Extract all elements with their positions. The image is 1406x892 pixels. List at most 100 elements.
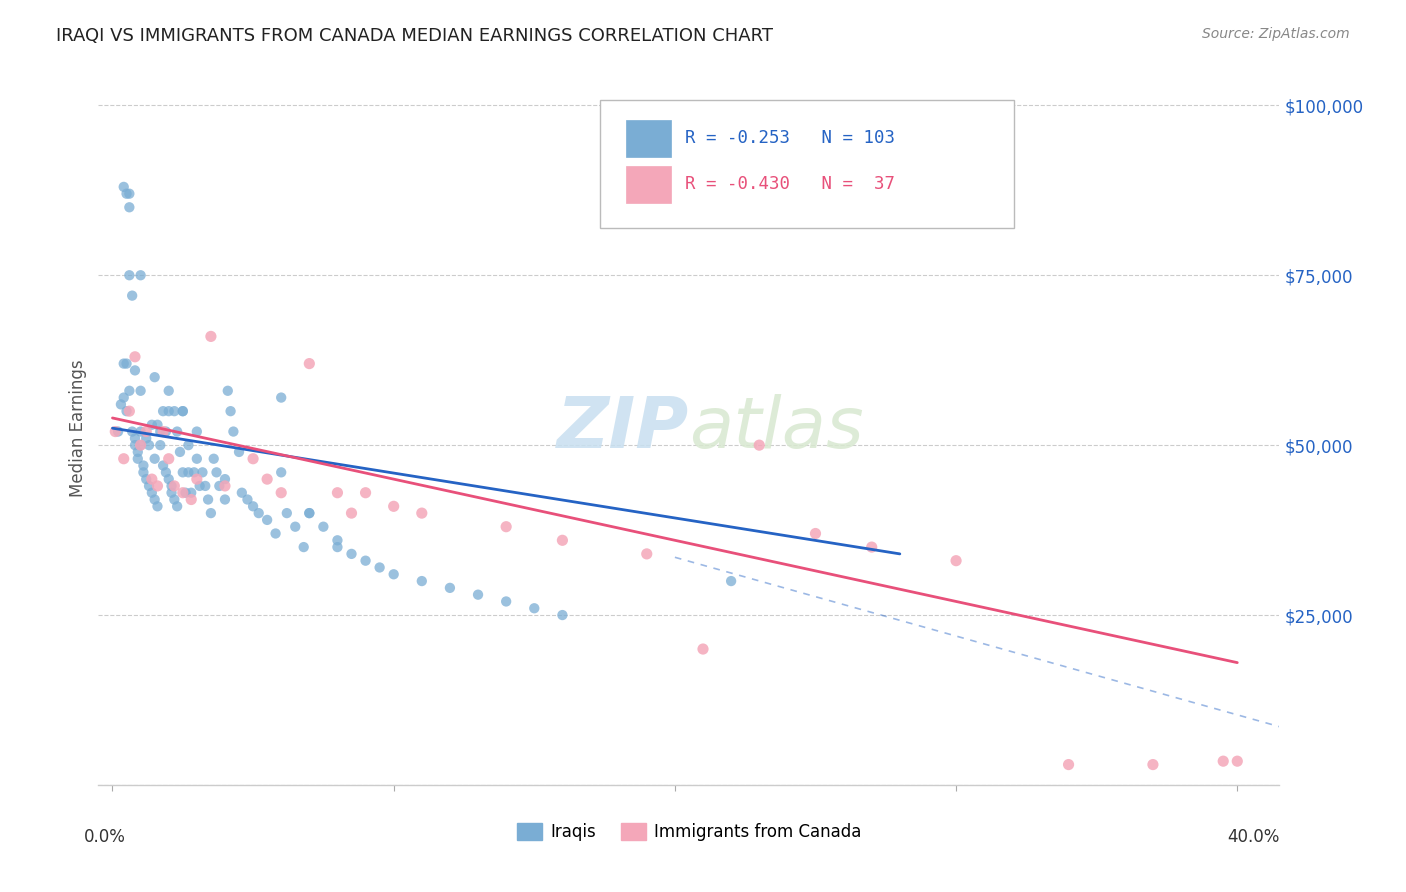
Point (163, 492, 186, 507)
Point (411, 574, 433, 588)
Point (152, 458, 174, 473)
Point (143, 492, 166, 507)
Point (200, 506, 222, 520)
Point (256, 513, 278, 527)
Text: R = -0.253   N = 103: R = -0.253 N = 103 (685, 128, 896, 146)
Point (382, 567, 405, 582)
Point (135, 431, 157, 445)
Point (177, 466, 200, 480)
Point (298, 506, 321, 520)
Point (188, 479, 211, 493)
Point (135, 425, 157, 439)
Point (945, 554, 967, 568)
Point (186, 472, 208, 486)
Point (115, 357, 138, 371)
Point (368, 560, 391, 574)
Point (169, 445, 191, 459)
Point (1057, 757, 1080, 772)
Point (217, 384, 239, 398)
Bar (626, 166, 671, 203)
Point (149, 438, 172, 452)
Point (692, 642, 714, 657)
Point (194, 479, 217, 493)
Text: Source: ZipAtlas.com: Source: ZipAtlas.com (1202, 27, 1350, 41)
Point (860, 540, 883, 554)
Point (138, 479, 160, 493)
Point (270, 391, 292, 405)
Point (247, 506, 270, 520)
Point (121, 425, 143, 439)
Point (219, 404, 242, 418)
Point (124, 431, 146, 445)
Point (180, 492, 202, 507)
Point (312, 519, 335, 533)
Point (804, 526, 827, 541)
Point (495, 594, 517, 608)
Point (141, 485, 163, 500)
Point (112, 451, 135, 466)
Point (191, 466, 214, 480)
Point (197, 492, 219, 507)
Point (467, 588, 489, 602)
Point (127, 445, 149, 459)
Text: atlas: atlas (689, 393, 863, 463)
Point (135, 472, 157, 486)
Point (118, 384, 141, 398)
Point (152, 404, 174, 418)
Text: ZIP: ZIP (557, 393, 689, 463)
Point (228, 445, 250, 459)
Point (183, 466, 205, 480)
Point (382, 500, 405, 514)
Point (326, 485, 349, 500)
Point (1142, 757, 1164, 772)
Point (236, 492, 259, 507)
Text: 0.0%: 0.0% (84, 828, 127, 846)
Point (152, 425, 174, 439)
Point (354, 554, 377, 568)
Point (129, 384, 152, 398)
Point (157, 472, 180, 486)
Point (242, 500, 264, 514)
Point (160, 485, 183, 500)
Point (439, 581, 461, 595)
Point (270, 466, 292, 480)
Point (129, 438, 152, 452)
Point (157, 404, 180, 418)
Point (748, 438, 770, 452)
Point (298, 506, 321, 520)
Point (127, 451, 149, 466)
Point (186, 425, 208, 439)
Point (411, 506, 433, 520)
Point (177, 438, 200, 452)
Point (112, 180, 135, 194)
Point (222, 425, 245, 439)
Legend: Iraqis, Immigrants from Canada: Iraqis, Immigrants from Canada (510, 816, 868, 848)
Point (214, 492, 236, 507)
Point (270, 485, 292, 500)
Point (214, 479, 236, 493)
Point (264, 526, 287, 541)
Point (256, 472, 278, 486)
FancyBboxPatch shape (600, 100, 1014, 228)
Point (340, 547, 363, 561)
Point (104, 425, 127, 439)
Point (292, 540, 315, 554)
Point (132, 458, 155, 473)
Point (118, 268, 141, 283)
Point (166, 500, 188, 514)
Point (174, 485, 197, 500)
Point (1212, 754, 1234, 768)
Point (172, 466, 194, 480)
Point (172, 485, 194, 500)
Point (495, 519, 517, 533)
Point (163, 479, 186, 493)
Point (202, 451, 225, 466)
Point (1226, 754, 1249, 768)
Point (551, 533, 574, 548)
Point (242, 451, 264, 466)
Point (160, 479, 183, 493)
Point (143, 370, 166, 384)
Y-axis label: Median Earnings: Median Earnings (69, 359, 87, 497)
Point (129, 425, 152, 439)
Point (124, 363, 146, 377)
